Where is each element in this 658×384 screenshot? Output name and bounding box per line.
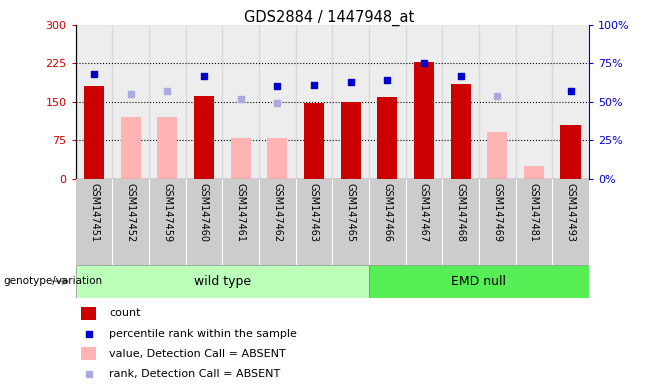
Bar [405, 179, 442, 265]
Bar [377, 97, 397, 179]
Bar [479, 25, 516, 179]
Bar [516, 179, 552, 265]
Text: GSM147451: GSM147451 [89, 183, 99, 242]
Text: GDS2884 / 1447948_at: GDS2884 / 1447948_at [244, 10, 414, 26]
Point [162, 88, 172, 94]
Text: GSM147463: GSM147463 [309, 183, 319, 242]
Bar [341, 102, 361, 179]
Bar [295, 25, 332, 179]
Point [309, 82, 319, 88]
Point [492, 93, 503, 99]
Bar [222, 179, 259, 265]
Bar [561, 125, 580, 179]
Point [272, 100, 282, 106]
Bar [552, 25, 589, 179]
Bar [442, 179, 479, 265]
Bar [113, 25, 149, 179]
Point [565, 88, 576, 94]
Text: genotype/variation: genotype/variation [3, 276, 103, 286]
Bar [76, 179, 113, 265]
Bar [259, 25, 295, 179]
Bar [414, 62, 434, 179]
Bar [186, 179, 222, 265]
Bar [81, 307, 96, 320]
Point [345, 79, 356, 85]
Text: GSM147493: GSM147493 [566, 183, 576, 242]
Text: value, Detection Call = ABSENT: value, Detection Call = ABSENT [109, 349, 286, 359]
Bar [524, 166, 544, 179]
Text: GSM147469: GSM147469 [492, 183, 502, 242]
Bar [259, 179, 295, 265]
Bar [230, 137, 251, 179]
Bar [479, 179, 516, 265]
Point [382, 77, 393, 83]
Point [272, 83, 282, 89]
Bar [149, 179, 186, 265]
Bar [76, 265, 369, 298]
Text: percentile rank within the sample: percentile rank within the sample [109, 329, 297, 339]
Text: count: count [109, 308, 141, 318]
Bar [295, 179, 332, 265]
Bar [369, 179, 405, 265]
Bar [516, 25, 552, 179]
Point [236, 96, 246, 102]
Point [83, 371, 94, 377]
Point [455, 73, 466, 79]
Bar [149, 25, 186, 179]
Bar [332, 179, 369, 265]
Bar [405, 25, 442, 179]
Bar [113, 179, 149, 265]
Bar [120, 117, 141, 179]
Text: GSM147466: GSM147466 [382, 183, 392, 242]
Point [199, 73, 209, 79]
Bar [451, 84, 470, 179]
Text: GSM147481: GSM147481 [529, 183, 539, 242]
Point [126, 91, 136, 97]
Bar [369, 265, 589, 298]
Text: GSM147468: GSM147468 [455, 183, 466, 242]
Bar [84, 86, 104, 179]
Bar [332, 25, 369, 179]
Bar [222, 25, 259, 179]
Text: GSM147467: GSM147467 [419, 183, 429, 242]
Bar [552, 179, 589, 265]
Bar [81, 347, 96, 360]
Bar [157, 117, 178, 179]
Text: wild type: wild type [193, 275, 251, 288]
Bar [487, 132, 507, 179]
Bar [194, 96, 214, 179]
Bar [304, 103, 324, 179]
Text: rank, Detection Call = ABSENT: rank, Detection Call = ABSENT [109, 369, 280, 379]
Point [83, 331, 94, 337]
Bar [369, 25, 405, 179]
Text: GSM147452: GSM147452 [126, 183, 136, 242]
Point [89, 71, 99, 77]
Bar [186, 25, 222, 179]
Text: EMD null: EMD null [451, 275, 507, 288]
Point [418, 60, 429, 66]
Text: GSM147461: GSM147461 [236, 183, 245, 242]
Text: GSM147460: GSM147460 [199, 183, 209, 242]
Bar [442, 25, 479, 179]
Text: GSM147459: GSM147459 [163, 183, 172, 242]
Bar [267, 137, 288, 179]
Bar [76, 25, 113, 179]
Text: GSM147462: GSM147462 [272, 183, 282, 242]
Text: GSM147465: GSM147465 [345, 183, 355, 242]
